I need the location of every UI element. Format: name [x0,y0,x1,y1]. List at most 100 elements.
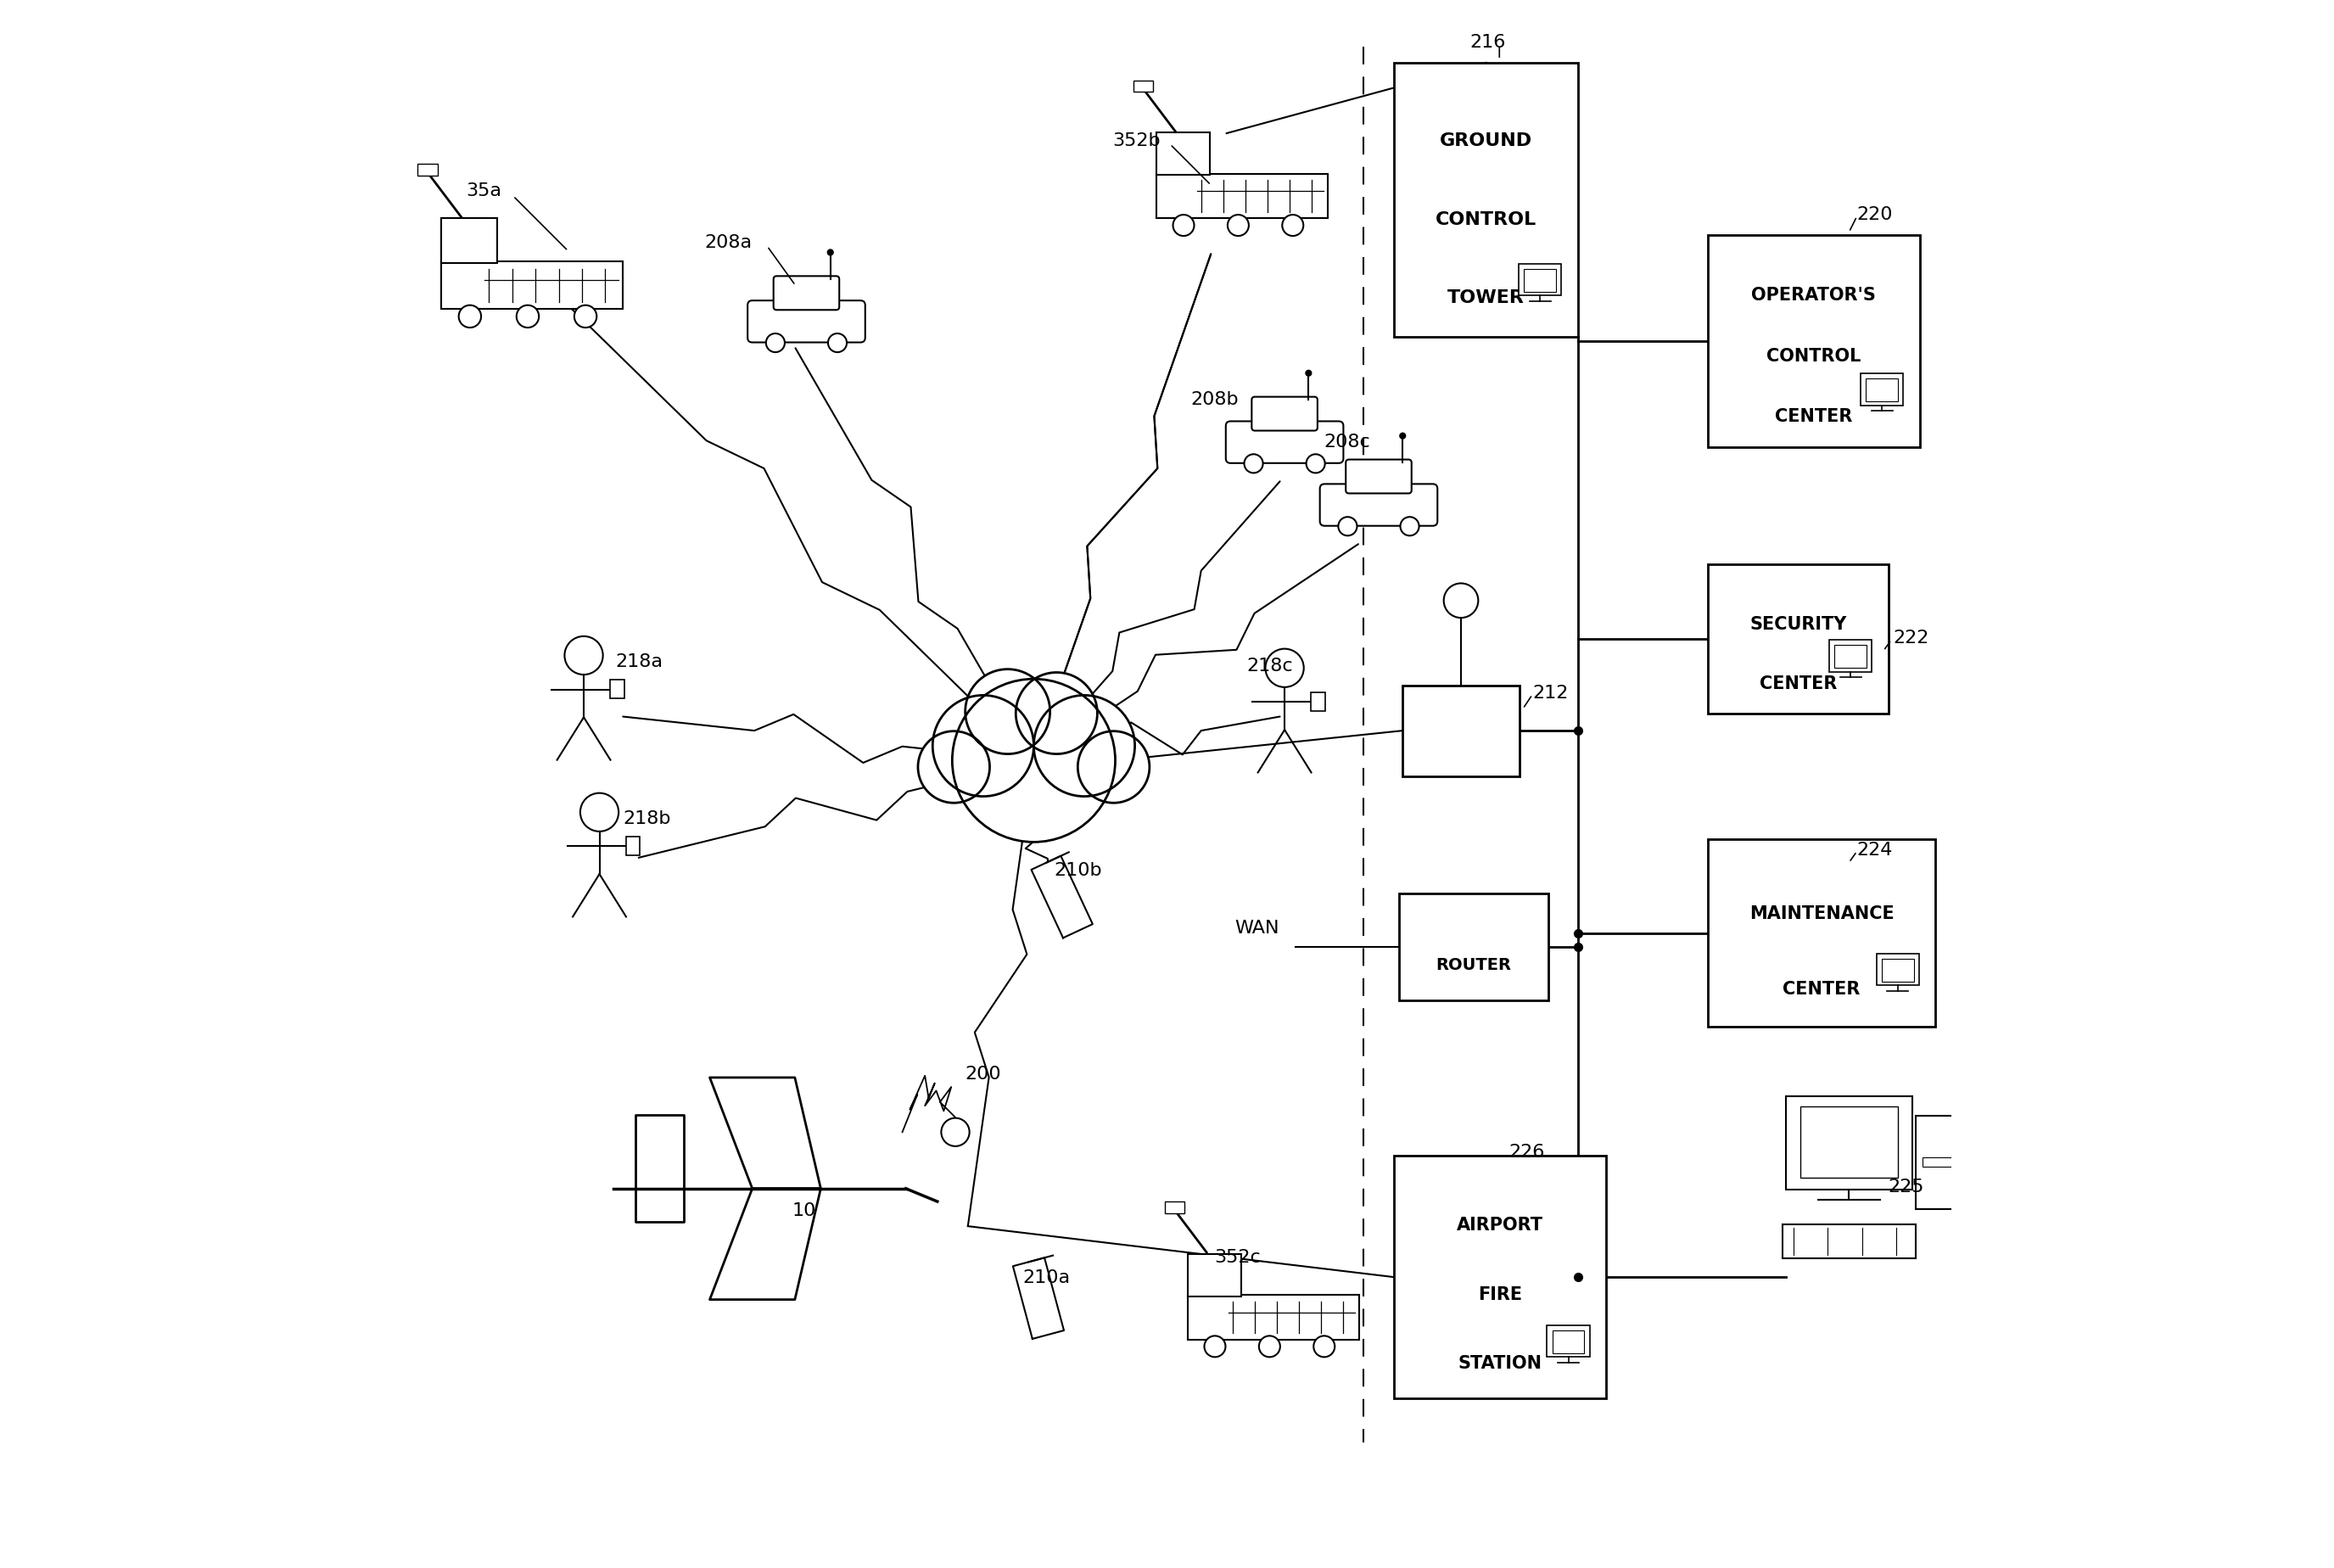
Text: 208b: 208b [1190,392,1239,408]
Polygon shape [1013,1258,1064,1339]
Text: 218a: 218a [616,654,663,670]
Bar [1708,235,1919,447]
Text: 212: 212 [1533,685,1568,701]
Bar [418,163,439,176]
Circle shape [581,793,619,831]
Text: 218c: 218c [1246,659,1293,674]
Bar [1403,685,1519,776]
FancyBboxPatch shape [1251,397,1316,431]
Bar [1835,644,1867,668]
Text: 208a: 208a [705,235,752,251]
Circle shape [829,334,847,353]
Polygon shape [710,1077,822,1189]
Bar [1519,263,1561,295]
Circle shape [1204,1336,1225,1356]
Text: 352c: 352c [1214,1250,1260,1265]
Text: 225: 225 [1888,1179,1923,1195]
Text: 352b: 352b [1111,133,1160,149]
Text: OPERATOR'S: OPERATOR'S [1750,287,1877,304]
Circle shape [1281,215,1302,235]
FancyBboxPatch shape [1319,485,1438,525]
Polygon shape [635,1189,684,1221]
Circle shape [952,679,1116,842]
Text: 222: 222 [1893,630,1928,646]
Text: SECURITY: SECURITY [1750,616,1846,632]
Bar [1165,1201,1186,1214]
Text: CENTER: CENTER [1774,408,1853,425]
Text: CONTROL: CONTROL [1767,348,1860,365]
Polygon shape [710,1189,822,1300]
Circle shape [829,249,833,256]
Text: CONTROL: CONTROL [1435,212,1536,227]
Circle shape [1078,731,1151,803]
Circle shape [1258,1336,1279,1356]
FancyBboxPatch shape [747,301,866,342]
Text: FIRE: FIRE [1477,1286,1522,1303]
Bar [1786,1096,1912,1190]
Bar [1783,1225,1916,1258]
Circle shape [1337,517,1356,536]
Text: ROUTER: ROUTER [1435,956,1512,972]
Text: 10: 10 [791,1203,817,1218]
FancyBboxPatch shape [1347,459,1412,494]
Bar [1708,564,1888,713]
Circle shape [1034,695,1134,797]
Bar [1312,693,1326,710]
Bar [1524,268,1557,292]
Circle shape [460,306,481,328]
Text: 210a: 210a [1022,1270,1071,1286]
Circle shape [1305,370,1312,376]
Bar [1800,1107,1898,1178]
Bar [1188,1295,1358,1339]
Text: 210b: 210b [1055,862,1102,878]
Text: 220: 220 [1858,207,1893,223]
Bar [609,681,623,698]
Bar [1860,373,1902,405]
Text: 200: 200 [964,1066,1001,1082]
Circle shape [1314,1336,1335,1356]
Bar [1865,378,1898,401]
Text: AIRPORT: AIRPORT [1456,1217,1543,1234]
Bar [1188,1254,1242,1297]
Bar [441,218,497,263]
Text: GROUND: GROUND [1440,133,1533,149]
Text: CENTER: CENTER [1783,982,1860,997]
Circle shape [1445,583,1477,618]
Circle shape [1400,517,1419,536]
Polygon shape [635,1115,684,1189]
Circle shape [1174,215,1195,235]
Bar [1552,1330,1585,1353]
Bar [1158,133,1209,176]
Circle shape [1265,649,1305,687]
Bar [1916,1115,1984,1209]
Circle shape [1307,455,1326,474]
Text: 218b: 218b [623,811,670,826]
Circle shape [1400,433,1405,439]
Circle shape [574,306,598,328]
Text: MAINTENANCE: MAINTENANCE [1748,906,1893,922]
Bar [1547,1325,1589,1356]
Bar [1158,174,1328,218]
Bar [1393,1156,1606,1399]
Circle shape [1244,455,1263,474]
Circle shape [917,731,990,803]
Text: STATION: STATION [1459,1355,1543,1372]
Bar [1923,1157,1977,1167]
Text: 35a: 35a [467,183,502,199]
Text: 224: 224 [1858,842,1893,858]
Circle shape [1015,673,1097,754]
Text: 226: 226 [1508,1145,1545,1160]
Circle shape [941,1118,969,1146]
Polygon shape [1032,856,1092,938]
Text: TOWER: TOWER [1447,290,1524,306]
Bar [441,262,623,309]
Circle shape [516,306,539,328]
FancyBboxPatch shape [773,276,840,310]
Text: 216: 216 [1470,34,1505,50]
Circle shape [966,670,1050,754]
Text: WAN: WAN [1235,920,1279,936]
Text: 208c: 208c [1323,434,1370,450]
Bar [1708,839,1935,1027]
Bar [1398,894,1547,1000]
FancyBboxPatch shape [1225,422,1344,463]
